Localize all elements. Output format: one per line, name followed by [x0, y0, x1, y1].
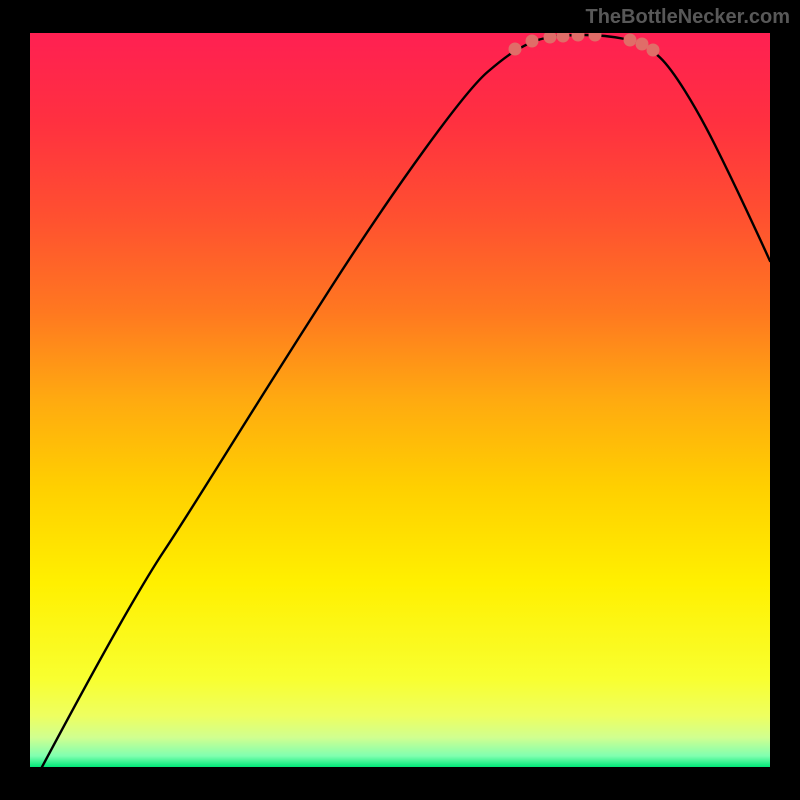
marker-dot: [636, 38, 649, 51]
marker-dot: [624, 34, 637, 47]
marker-dot: [526, 35, 539, 48]
marker-dot: [509, 43, 522, 56]
watermark-text: TheBottleNecker.com: [585, 6, 790, 29]
marker-dot: [647, 44, 660, 57]
chart-container: TheBottleNecker.com: [0, 0, 800, 800]
plot-background: [30, 33, 770, 767]
plot-svg: [30, 33, 770, 767]
